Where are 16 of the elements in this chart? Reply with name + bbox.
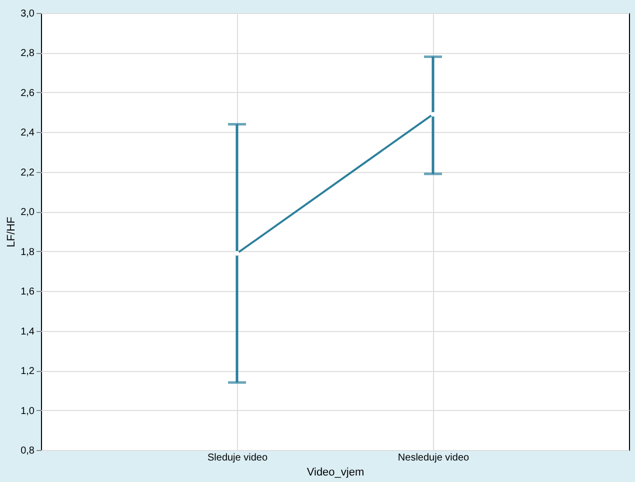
y-tick-label: 1,0	[20, 406, 35, 417]
x-tick-label: Nesleduje video	[398, 452, 470, 464]
y-tick-label: 0,8	[20, 446, 35, 456]
x-tick-label: Sleduje video	[207, 452, 268, 464]
y-tick-label: 2,8	[20, 48, 35, 60]
y-axis-title: LF/HF	[6, 216, 18, 248]
y-tick-label: 1,8	[20, 246, 35, 258]
y-tick-label: 1,4	[20, 326, 35, 338]
x-axis-title: Video_vjem	[306, 466, 364, 478]
y-tick-label: 1,2	[20, 366, 35, 378]
y-tick-label: 3,0	[20, 8, 35, 20]
y-tick-label: 2,6	[20, 88, 35, 99]
y-tick-label: 2,0	[20, 207, 35, 218]
y-tick-label: 2,4	[20, 128, 35, 139]
y-tick-label: 2,2	[20, 167, 35, 178]
y-tick-label: 1,6	[20, 286, 35, 298]
